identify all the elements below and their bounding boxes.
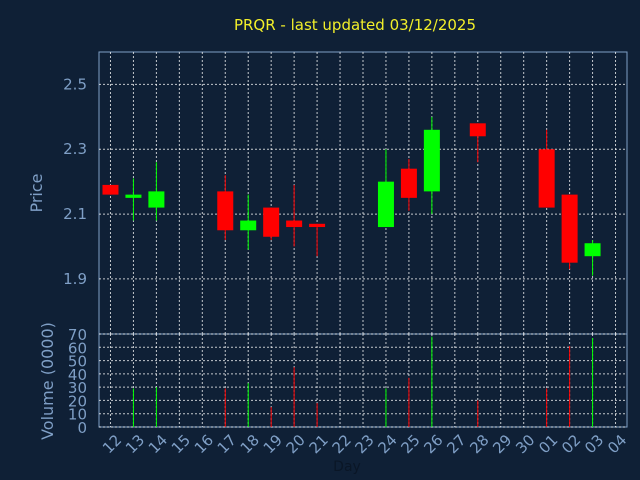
day-tick-label: 04 [604, 431, 630, 457]
price-tick-label: 1.9 [63, 270, 87, 288]
volume-tick-label: 20 [68, 392, 87, 410]
volume-tick-label: 70 [68, 326, 87, 344]
candle-body [469, 123, 486, 137]
candle-body [102, 184, 119, 195]
volume-tick-label: 40 [68, 366, 87, 384]
volume-axis-label: Volume (0000) [38, 322, 57, 440]
volume-tick-label: 60 [68, 339, 87, 357]
price-axis-label: Price [27, 173, 46, 212]
chart-title: PRQR - last updated 03/12/2025 [234, 16, 476, 34]
candle-body [217, 191, 234, 231]
volume-tick-label: 10 [68, 406, 87, 424]
candle-body [148, 191, 165, 208]
candle-body [538, 149, 555, 208]
candle-body [309, 223, 326, 228]
candle-body [584, 243, 601, 257]
candle-body [377, 181, 394, 228]
price-axis: 1.9 2.1 2.3 2.5 [63, 75, 87, 287]
day-axis-label: Day [333, 459, 361, 475]
price-tick-label: 2.3 [63, 140, 87, 158]
candle-body [125, 194, 142, 198]
volume-tick-label: 30 [68, 379, 87, 397]
candle-body [263, 207, 280, 237]
candle-body [400, 168, 417, 198]
volume-tick-label: 0 [77, 419, 87, 437]
volume-tick-label: 50 [68, 353, 87, 371]
candlestick-series [102, 116, 601, 276]
candle-body [240, 220, 257, 231]
candle-body [561, 194, 578, 263]
candle-body [286, 220, 303, 228]
price-tick-label: 2.5 [63, 75, 87, 93]
day-axis: 1213141516171819202122232425262728293001… [99, 431, 630, 457]
price-tick-label: 2.1 [63, 205, 87, 223]
volume-series [132, 336, 594, 427]
candle-body [423, 129, 440, 192]
